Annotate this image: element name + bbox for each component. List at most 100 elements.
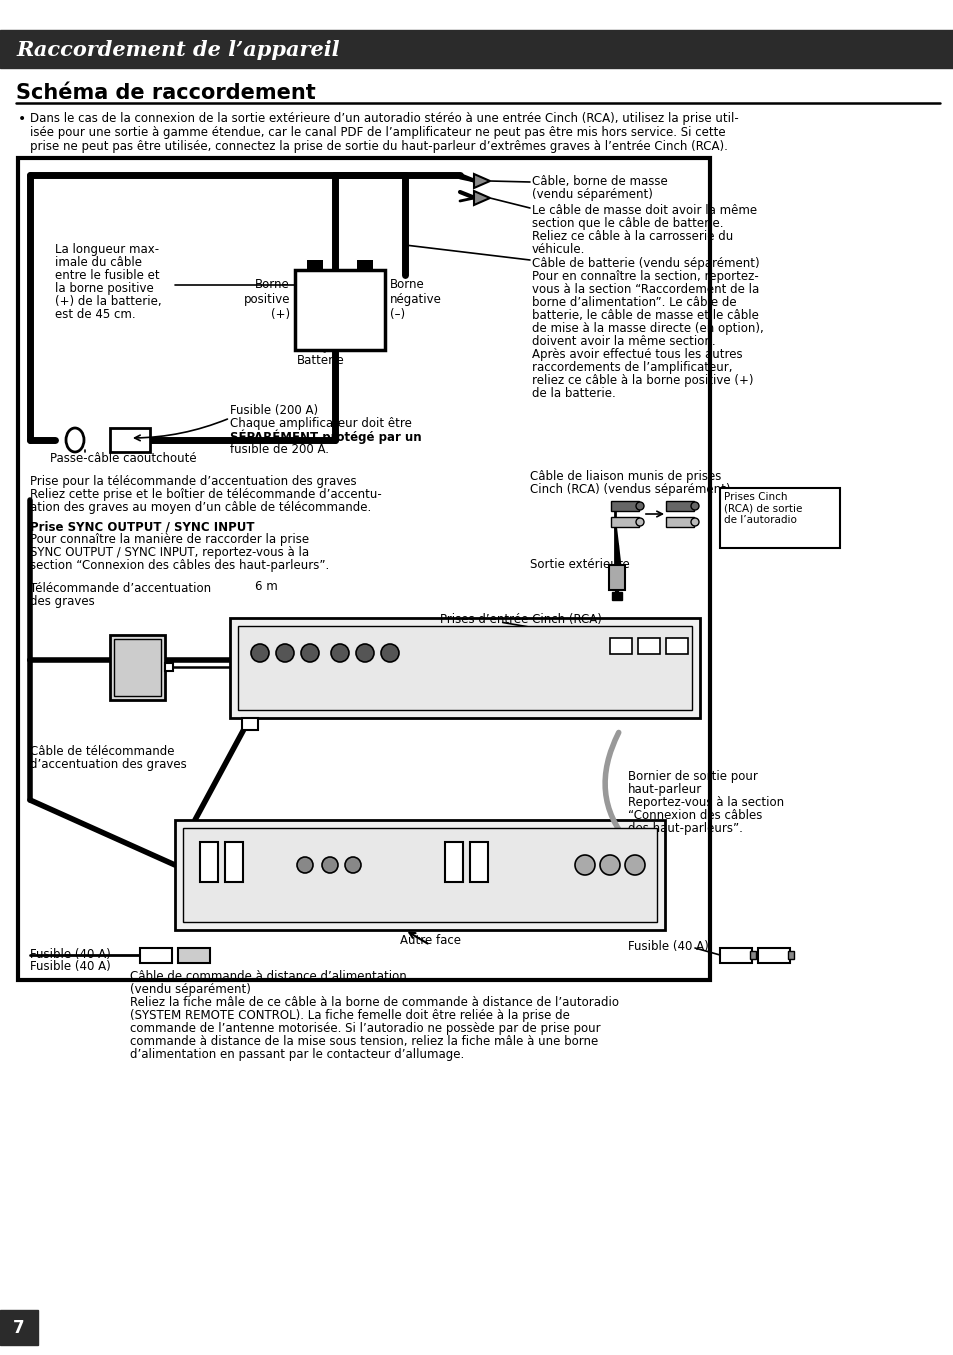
Circle shape — [275, 644, 294, 663]
Text: FREQ: FREQ — [254, 630, 274, 635]
Text: D Mono Amplifier: D Mono Amplifier — [240, 701, 317, 709]
Bar — [720, 488, 840, 547]
Circle shape — [345, 856, 360, 873]
Text: La longueur max-: La longueur max- — [55, 243, 159, 256]
Text: borne d’alimentation”. Le câble de: borne d’alimentation”. Le câble de — [532, 295, 736, 309]
Text: isée pour une sortie à gamme étendue, car le canal PDF de l’amplificateur ne peu: isée pour une sortie à gamme étendue, ca… — [30, 126, 725, 140]
Text: Fusible (40 A): Fusible (40 A) — [30, 948, 111, 961]
Circle shape — [251, 644, 269, 663]
Text: commande à distance de la mise sous tension, reliez la fiche mâle à une borne: commande à distance de la mise sous tens… — [130, 1035, 598, 1047]
Bar — [608, 565, 624, 589]
Text: GAIN: GAIN — [294, 630, 312, 635]
Text: Pour en connaître la section, reportez-: Pour en connaître la section, reportez- — [532, 270, 758, 283]
Text: Raccordement de l’appareil: Raccordement de l’appareil — [16, 41, 339, 60]
Circle shape — [331, 644, 349, 663]
Text: Sortie extérieure: Sortie extérieure — [530, 558, 629, 570]
Text: Dans le cas de la connexion de la sortie extérieure d’un autoradio stéréo à une : Dans le cas de la connexion de la sortie… — [30, 112, 738, 125]
Text: Reliez ce câble à la carrosserie du: Reliez ce câble à la carrosserie du — [532, 230, 733, 243]
Text: est de 45 cm.: est de 45 cm. — [55, 308, 135, 321]
Text: Chaque amplificateur doit être: Chaque amplificateur doit être — [230, 417, 412, 430]
Bar — [225, 841, 243, 882]
Text: Batterie: Batterie — [296, 354, 344, 367]
Bar — [165, 663, 172, 671]
Text: Câble de liaison munis de prises: Câble de liaison munis de prises — [530, 470, 720, 482]
Text: haut-parleur: haut-parleur — [627, 783, 701, 795]
Text: reliez ce câble à la borne positive (+): reliez ce câble à la borne positive (+) — [532, 374, 753, 388]
Text: des haut-parleurs”.: des haut-parleurs”. — [627, 822, 742, 835]
Circle shape — [322, 856, 337, 873]
Bar — [0, 1310, 38, 1346]
Bar — [665, 501, 693, 511]
Text: vous à la section “Raccordement de la: vous à la section “Raccordement de la — [532, 283, 759, 295]
Bar — [200, 841, 218, 882]
Bar — [140, 948, 172, 963]
Bar — [110, 635, 165, 701]
Text: Reportez-vous à la section: Reportez-vous à la section — [627, 795, 783, 809]
Circle shape — [636, 518, 643, 526]
Text: Prises Cinch
(RCA) de sortie
de l’autoradio: Prises Cinch (RCA) de sortie de l’autora… — [723, 492, 801, 526]
Text: Prise pour la télécommande d’accentuation des graves: Prise pour la télécommande d’accentuatio… — [30, 476, 356, 488]
Text: (vendu séparément): (vendu séparément) — [130, 982, 251, 996]
Text: “Connexion des câbles: “Connexion des câbles — [627, 809, 761, 822]
Bar — [638, 638, 659, 654]
Text: Câble de télécommande: Câble de télécommande — [30, 745, 174, 757]
Bar — [230, 618, 700, 718]
Text: Pioneer: Pioneer — [624, 701, 661, 710]
Bar — [294, 270, 385, 350]
Text: section que le câble de batterie.: section que le câble de batterie. — [532, 217, 722, 230]
Circle shape — [636, 501, 643, 509]
Text: Fusible (200 A): Fusible (200 A) — [230, 404, 317, 417]
Text: SYNC OUTPUT / SYNC INPUT, reportez-vous à la: SYNC OUTPUT / SYNC INPUT, reportez-vous … — [30, 546, 309, 560]
Circle shape — [380, 644, 398, 663]
Circle shape — [624, 855, 644, 875]
Text: D Mono Amplifier: D Mono Amplifier — [185, 912, 262, 921]
Text: Câble, borne de masse: Câble, borne de masse — [532, 175, 667, 188]
Text: Câble de commande à distance d’alimentation: Câble de commande à distance d’alimentat… — [130, 970, 406, 982]
Bar — [720, 948, 751, 963]
Bar — [665, 518, 693, 527]
Text: Télécommande d’accentuation: Télécommande d’accentuation — [30, 583, 211, 595]
Text: Borne
positive
(+): Borne positive (+) — [243, 278, 290, 321]
Bar — [237, 626, 691, 710]
Circle shape — [599, 855, 619, 875]
Text: Câble de batterie (vendu séparément): Câble de batterie (vendu séparément) — [532, 257, 759, 270]
Polygon shape — [474, 191, 490, 205]
Polygon shape — [474, 173, 490, 188]
Bar — [110, 428, 150, 453]
Text: d’accentuation des graves: d’accentuation des graves — [30, 757, 187, 771]
Text: •: • — [18, 112, 27, 126]
Bar — [174, 820, 664, 930]
Text: de la batterie.: de la batterie. — [532, 388, 615, 400]
Text: Prises d’entrée Cinch (RCA): Prises d’entrée Cinch (RCA) — [439, 612, 601, 626]
Text: Pioneer: Pioneer — [589, 912, 626, 921]
Bar — [665, 638, 687, 654]
Bar — [0, 30, 953, 68]
Bar — [609, 638, 631, 654]
Bar — [444, 841, 462, 882]
Text: Autre face: Autre face — [399, 934, 460, 947]
Text: section “Connexion des câbles des haut-parleurs”.: section “Connexion des câbles des haut-p… — [30, 560, 329, 572]
Text: Passe-câble caoutchouté: Passe-câble caoutchouté — [50, 453, 196, 465]
Text: SÉPARÉMENT protégé par un: SÉPARÉMENT protégé par un — [230, 430, 421, 444]
Text: doivent avoir la même section.: doivent avoir la même section. — [532, 335, 715, 348]
Text: Fusible (40 A): Fusible (40 A) — [627, 940, 708, 953]
Bar — [356, 260, 373, 270]
Bar — [242, 718, 257, 730]
Text: FUSE: FUSE — [190, 832, 208, 837]
Circle shape — [355, 644, 374, 663]
Bar — [183, 828, 657, 921]
Text: FREQ: FREQ — [375, 630, 393, 635]
Text: raccordements de l’amplificateur,: raccordements de l’amplificateur, — [532, 360, 732, 374]
Bar — [307, 260, 323, 270]
Text: ation des graves au moyen d’un câble de télécommande.: ation des graves au moyen d’un câble de … — [30, 501, 371, 514]
Text: (SYSTEM REMOTE CONTROL). La fiche femelle doit être reliée à la prise de: (SYSTEM REMOTE CONTROL). La fiche femell… — [130, 1009, 569, 1022]
Text: la borne positive: la borne positive — [55, 282, 153, 295]
Text: fusible de 200 A.: fusible de 200 A. — [230, 443, 329, 457]
Circle shape — [690, 501, 699, 509]
Text: Bornier de sortie pour: Bornier de sortie pour — [627, 770, 757, 783]
Text: SYSTEM CONTROL: SYSTEM CONTROL — [280, 832, 343, 837]
Circle shape — [296, 856, 313, 873]
Text: 6 m: 6 m — [254, 580, 277, 593]
Text: Le câble de masse doit avoir la même: Le câble de masse doit avoir la même — [532, 205, 757, 217]
Circle shape — [575, 855, 595, 875]
